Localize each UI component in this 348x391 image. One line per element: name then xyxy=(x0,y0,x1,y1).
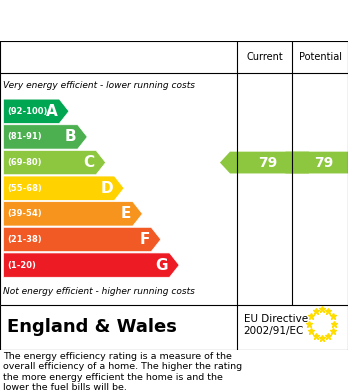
Polygon shape xyxy=(3,202,142,226)
Text: England & Wales: England & Wales xyxy=(7,318,177,337)
Polygon shape xyxy=(276,152,348,174)
Text: (92-100): (92-100) xyxy=(7,107,47,116)
Text: (1-20): (1-20) xyxy=(7,261,36,270)
Text: B: B xyxy=(64,129,76,144)
Text: (21-38): (21-38) xyxy=(7,235,41,244)
Text: A: A xyxy=(46,104,58,119)
Text: Not energy efficient - higher running costs: Not energy efficient - higher running co… xyxy=(3,287,195,296)
Polygon shape xyxy=(220,152,309,174)
Polygon shape xyxy=(3,253,179,277)
Text: F: F xyxy=(139,232,150,247)
Text: 79: 79 xyxy=(314,156,333,170)
Polygon shape xyxy=(3,99,69,124)
Text: 79: 79 xyxy=(258,156,278,170)
Text: G: G xyxy=(156,258,168,273)
Text: (55-68): (55-68) xyxy=(7,184,42,193)
Polygon shape xyxy=(3,227,161,252)
Polygon shape xyxy=(3,176,124,200)
Text: D: D xyxy=(100,181,113,196)
Text: (69-80): (69-80) xyxy=(7,158,41,167)
Text: EU Directive
2002/91/EC: EU Directive 2002/91/EC xyxy=(244,314,308,336)
Text: (81-91): (81-91) xyxy=(7,133,41,142)
Text: Potential: Potential xyxy=(299,52,342,62)
Polygon shape xyxy=(3,151,106,175)
Text: Very energy efficient - lower running costs: Very energy efficient - lower running co… xyxy=(3,81,196,90)
Text: Energy Efficiency Rating: Energy Efficiency Rating xyxy=(10,11,258,30)
Text: E: E xyxy=(121,206,131,221)
Text: C: C xyxy=(83,155,94,170)
Text: Current: Current xyxy=(246,52,283,62)
Text: The energy efficiency rating is a measure of the
overall efficiency of a home. T: The energy efficiency rating is a measur… xyxy=(3,352,243,391)
Text: (39-54): (39-54) xyxy=(7,209,41,218)
Polygon shape xyxy=(3,125,87,149)
